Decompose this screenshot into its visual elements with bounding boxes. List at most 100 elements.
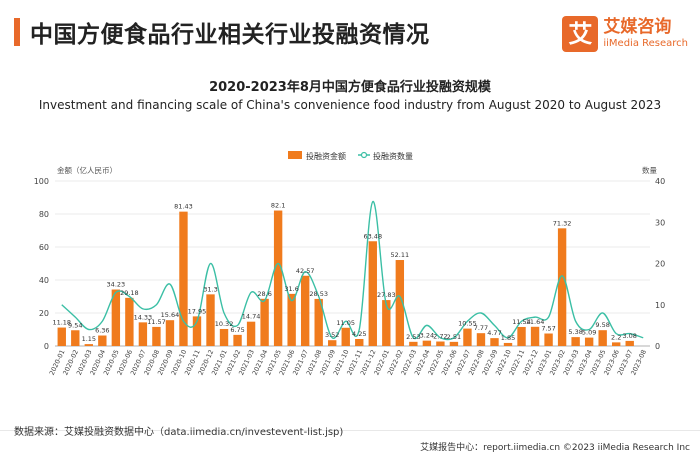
bar-value-label: 3.08	[622, 332, 636, 340]
bar-value-label: 6.36	[95, 327, 109, 335]
bar-value-label: 14.74	[242, 313, 261, 321]
bar-value-label: 7.57	[541, 325, 555, 333]
legend-bar-label: 投融资金额	[306, 151, 346, 161]
bar-value-label: 52.11	[391, 251, 410, 259]
bar	[206, 294, 215, 346]
bar	[287, 293, 296, 346]
bar-value-label: 3.24	[420, 332, 434, 340]
bar-value-label: 31.6	[284, 285, 298, 293]
bar-value-label: 9.54	[68, 321, 82, 329]
bar-value-label: 7.77	[474, 324, 488, 332]
legend-line-marker	[360, 151, 368, 159]
y-left-tick-label: 0	[44, 342, 49, 351]
bar	[409, 341, 418, 346]
y-right-tick-label: 30	[655, 218, 665, 227]
bar-value-label: 1.15	[82, 335, 96, 343]
bar	[273, 210, 283, 346]
bar	[598, 330, 607, 346]
bar-value-label: 11.18	[52, 319, 71, 327]
bar	[98, 335, 107, 346]
bar	[314, 298, 323, 346]
bar	[530, 326, 540, 346]
chart-subtitle: Investment and financing scale of China'…	[38, 98, 662, 112]
bar	[557, 228, 567, 346]
bar-value-label: 3.52	[325, 331, 339, 339]
iimedia-logo: 艾 艾媒咨询 iiMedia Research	[562, 16, 688, 52]
bar	[544, 333, 553, 346]
data-source: 数据来源：艾媒投融资数据中心（data.iimedia.cn/investeve…	[14, 427, 344, 438]
y-right-tick-label: 40	[655, 177, 665, 186]
bar	[517, 326, 526, 346]
logo-mark: 艾	[562, 16, 599, 52]
bar	[111, 289, 121, 346]
bar	[219, 328, 229, 346]
bar-value-label: 28.53	[309, 290, 328, 298]
bar	[341, 327, 350, 346]
bar	[395, 260, 405, 346]
bar-value-label: 15.64	[161, 311, 180, 319]
bar	[152, 326, 161, 346]
bar	[422, 340, 432, 346]
y-right-tick-label: 10	[655, 301, 665, 310]
y-right-tick-label: 20	[655, 260, 665, 269]
y-left-tick-label: 60	[39, 243, 49, 252]
bar	[436, 341, 445, 346]
bar	[57, 327, 66, 346]
bar-value-label: 5.09	[582, 329, 596, 337]
bar-value-label: 14.33	[134, 313, 153, 321]
bar	[233, 334, 242, 346]
bar-value-label: 17.95	[188, 307, 207, 315]
bar-value-label: 82.1	[271, 202, 285, 210]
y-left-tick-label: 100	[34, 177, 49, 186]
bar-value-label: 2.2	[611, 333, 621, 341]
bar	[355, 338, 364, 346]
bar	[625, 340, 634, 346]
bar-value-label: 81.43	[174, 203, 193, 211]
y-left-tick-label: 80	[39, 210, 49, 219]
bar-value-label: 28.6	[257, 290, 271, 298]
y-left-tick-label: 40	[39, 276, 49, 285]
bar-value-label: 4.77	[487, 329, 501, 337]
bar	[584, 337, 594, 346]
bar-value-label: 10.55	[458, 320, 477, 328]
bar-value-label: 2.53	[406, 333, 420, 341]
bar	[125, 297, 134, 346]
bar-value-label: 2.51	[447, 333, 461, 341]
bar	[490, 338, 499, 346]
bar-value-label: 11.05	[336, 319, 355, 327]
y-right-tick-label: 0	[655, 342, 660, 351]
y-left-axis-label: 金额（亿人民币）	[57, 165, 117, 175]
bar	[612, 342, 621, 346]
bar-value-label: 4.25	[352, 330, 366, 338]
bar-value-label: 6.75	[230, 326, 244, 334]
bar	[71, 330, 80, 346]
bar-value-label: 9.58	[595, 321, 609, 329]
bar	[463, 328, 472, 346]
y-left-tick-label: 20	[39, 309, 49, 318]
page-title: 中国方便食品行业相关行业投融资情况	[30, 22, 430, 48]
title-accent-bar	[14, 18, 20, 46]
bar-value-label: 5.38	[568, 328, 582, 336]
logo-cn: 艾媒咨询	[603, 17, 672, 37]
bar-value-label: 31.3	[203, 285, 217, 293]
bar-value-label: 10.32	[215, 320, 234, 328]
bar-value-label: 27.83	[377, 291, 396, 299]
bar-value-label: 11.64	[526, 318, 545, 326]
bar	[179, 211, 188, 346]
bar	[503, 342, 513, 346]
bar-value-label: 42.57	[296, 267, 315, 275]
bar	[165, 320, 175, 346]
bar-value-label: 1.85	[501, 334, 515, 342]
bar-value-label: 2.72	[433, 333, 447, 341]
legend-bar-swatch	[288, 151, 302, 159]
count-line-series	[61, 200, 644, 341]
logo-en: iiMedia Research	[603, 38, 688, 49]
bar	[138, 322, 148, 346]
bar	[476, 333, 486, 346]
bar-value-label: 34.23	[107, 281, 126, 289]
bar-value-label: 29.18	[120, 289, 139, 297]
bar	[382, 300, 391, 346]
bar	[192, 316, 202, 346]
bar-value-label: 63.48	[363, 232, 382, 240]
